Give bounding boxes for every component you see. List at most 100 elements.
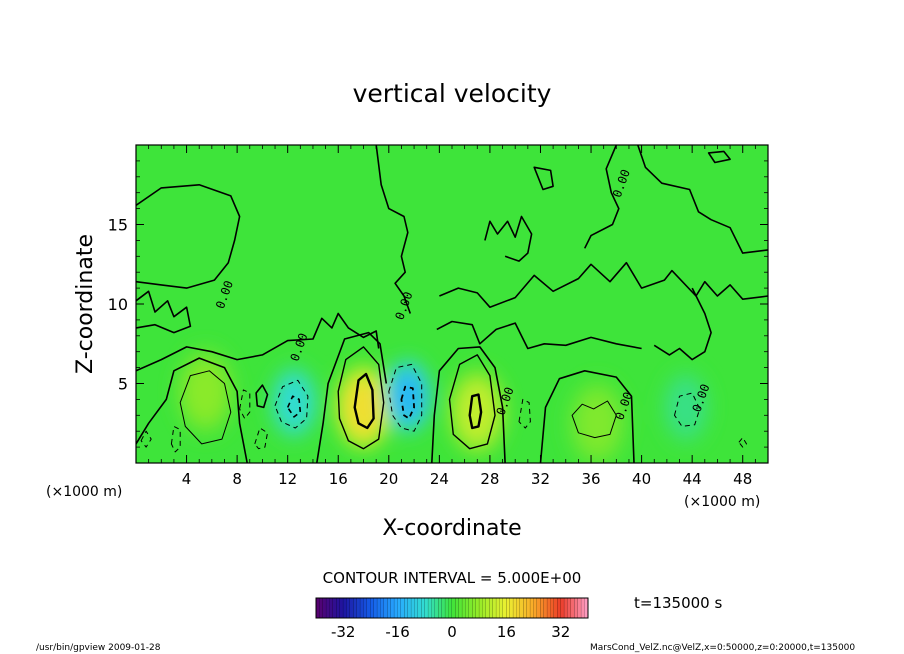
colorbar-swatch bbox=[435, 598, 439, 618]
colorbar-swatch bbox=[339, 598, 344, 618]
colorbar-swatch bbox=[479, 598, 483, 618]
downdraft-contour bbox=[518, 398, 531, 429]
zero-contour bbox=[375, 145, 412, 314]
contour-interval: CONTOUR INTERVAL = 5.000E+00 bbox=[323, 569, 582, 587]
zero-contour bbox=[653, 287, 712, 361]
colorbar-swatch bbox=[455, 598, 460, 618]
downdraft-contour bbox=[140, 430, 152, 448]
colorbar-swatch bbox=[438, 598, 443, 618]
colorbar-swatch bbox=[387, 598, 392, 618]
colorbar-ticks: -32 -16 0 16 32 bbox=[331, 623, 570, 641]
colorbar-swatch bbox=[486, 598, 490, 618]
footer-left: /usr/bin/gpview 2009-01-28 bbox=[36, 643, 161, 653]
colorbar-swatch bbox=[384, 598, 388, 618]
downdraft-core-contour bbox=[400, 385, 415, 420]
x-tick-label: 16 bbox=[329, 470, 348, 488]
x-tick-label: 4 bbox=[182, 470, 192, 488]
updraft-contour bbox=[179, 370, 232, 445]
colorbar-swatch bbox=[554, 598, 558, 618]
colorbar-swatch bbox=[503, 598, 507, 618]
x-tick-label: 32 bbox=[531, 470, 550, 488]
colorbar-swatch bbox=[448, 598, 453, 618]
plot-area: 0.000.000.000.00 0.00 0.000.00 4 8 12 16 20 24 2… bbox=[108, 144, 769, 488]
colorbar-swatch bbox=[537, 598, 541, 618]
shade-downdraft-5 bbox=[278, 378, 310, 428]
x-tick-label: 40 bbox=[632, 470, 651, 488]
shade-updraft-2 bbox=[186, 362, 225, 421]
updraft-contour bbox=[448, 354, 496, 450]
colorbar-swatch bbox=[513, 598, 517, 618]
colorbar-swatch bbox=[571, 598, 575, 618]
downdraft-core-contour bbox=[286, 395, 302, 418]
colorbar-swatch bbox=[418, 598, 422, 618]
colorbar-swatch bbox=[560, 598, 565, 618]
y-tick-label: 5 bbox=[118, 375, 128, 394]
colorbar-swatch bbox=[390, 598, 395, 618]
colorbar-swatch bbox=[523, 598, 528, 618]
colorbar-swatch bbox=[407, 598, 412, 618]
colorbar-swatch bbox=[411, 598, 415, 618]
zero-contour bbox=[255, 384, 269, 409]
colorbar-swatch bbox=[360, 598, 364, 618]
colorbar-swatch bbox=[394, 598, 398, 618]
downdraft-contour bbox=[738, 437, 747, 448]
zero-contour bbox=[316, 331, 388, 463]
x-tick-label: 44 bbox=[683, 470, 702, 488]
zero-contour bbox=[439, 261, 768, 308]
colorbar-swatch bbox=[462, 598, 466, 618]
colorbar-swatch bbox=[584, 598, 589, 618]
x-axis-title: X-coordinate bbox=[382, 516, 521, 541]
shade-updraft-1 bbox=[457, 383, 497, 442]
shade-updraft-0 bbox=[344, 378, 383, 437]
colorbar-swatches bbox=[316, 598, 589, 618]
x-tick-label: 12 bbox=[278, 470, 297, 488]
x-unit-label-left: (×1000 m) bbox=[46, 484, 122, 500]
colorbar-swatch bbox=[445, 598, 449, 618]
colorbar-swatch bbox=[431, 598, 436, 618]
colorbar-swatch bbox=[424, 598, 429, 618]
colorbar-swatch bbox=[496, 598, 500, 618]
colorbar-swatch bbox=[540, 598, 545, 618]
downdraft-contour bbox=[388, 363, 423, 432]
zero-contour bbox=[136, 290, 192, 334]
updraft-contour bbox=[337, 346, 385, 450]
colorbar-swatch bbox=[329, 598, 334, 618]
colorbar-swatch bbox=[373, 598, 378, 618]
colorbar-swatch bbox=[509, 598, 514, 618]
zero-contour bbox=[707, 150, 731, 164]
colorbar-swatch bbox=[465, 598, 470, 618]
y-axis-title: Z-coordinate bbox=[73, 234, 98, 374]
colorbar-swatch bbox=[356, 598, 361, 618]
downdraft-contour bbox=[674, 392, 701, 427]
zero-contour bbox=[136, 184, 241, 289]
updraft-core-contour bbox=[468, 393, 483, 430]
colorbar-swatch bbox=[533, 598, 538, 618]
colorbar-swatch bbox=[543, 598, 548, 618]
colorbar-swatch bbox=[343, 598, 347, 618]
zero-contour bbox=[436, 320, 642, 350]
colorbar-swatch bbox=[322, 598, 327, 618]
colorbar-swatch bbox=[506, 598, 511, 618]
colorbar-swatch bbox=[404, 598, 409, 618]
contour-lines bbox=[136, 145, 768, 463]
y-tick-label: 15 bbox=[108, 216, 128, 235]
colorbar-swatch bbox=[319, 598, 324, 618]
colorbar-frame bbox=[315, 597, 589, 619]
colorbar-tick-label: -32 bbox=[331, 623, 356, 641]
colorbar-swatch bbox=[492, 598, 497, 618]
colorbar-swatch bbox=[397, 598, 402, 618]
zero-contour bbox=[431, 346, 506, 463]
downdraft-contour bbox=[254, 427, 268, 450]
x-tick-label: 36 bbox=[581, 470, 600, 488]
x-tick-label: 8 bbox=[232, 470, 242, 488]
colorbar-swatch bbox=[350, 598, 354, 618]
colorbar-swatch bbox=[526, 598, 531, 618]
x-tick-label: 24 bbox=[430, 470, 449, 488]
zero-contour bbox=[136, 357, 248, 463]
colorbar-swatch bbox=[370, 598, 375, 618]
colorbar-swatch bbox=[336, 598, 341, 618]
chart-title: vertical velocity bbox=[353, 79, 552, 108]
colorbar-swatch bbox=[574, 598, 579, 618]
colorbar-swatch bbox=[452, 598, 456, 618]
